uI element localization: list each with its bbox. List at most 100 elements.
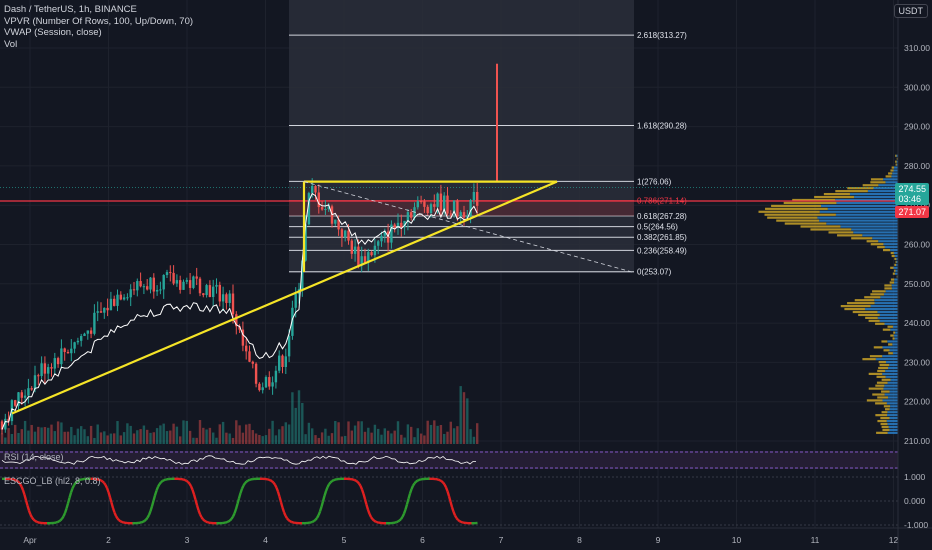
vpvr-legend[interactable]: VPVR (Number Of Rows, 100, Up/Down, 70) bbox=[4, 15, 194, 27]
osc-segment bbox=[281, 507, 286, 513]
volume-bar bbox=[4, 437, 7, 444]
candle-body bbox=[129, 289, 132, 298]
candle-body bbox=[30, 388, 33, 390]
osc-segment bbox=[444, 486, 449, 492]
volume-bar bbox=[202, 427, 205, 444]
candle-body bbox=[221, 294, 225, 302]
osc-segment bbox=[74, 480, 78, 484]
volume-bar bbox=[462, 392, 466, 444]
osc-segment bbox=[69, 487, 74, 494]
vp-row-up bbox=[891, 284, 898, 287]
escgo-legend[interactable]: ESCGO_LB (hl2, 8, 0.8) bbox=[4, 476, 101, 486]
osc-segment bbox=[416, 478, 420, 482]
vp-row-down bbox=[870, 243, 884, 246]
candle-body bbox=[218, 284, 221, 302]
volume-bar bbox=[466, 398, 469, 444]
symbol-title[interactable]: Dash / TetherUS, 1h, BINANCE bbox=[4, 4, 137, 15]
price-tick: 260.00 bbox=[904, 240, 930, 250]
volume-bar bbox=[63, 431, 66, 444]
osc-segment bbox=[100, 479, 104, 483]
vol-legend[interactable]: Vol bbox=[4, 38, 18, 50]
osc-segment bbox=[353, 478, 357, 482]
volume-bar bbox=[396, 421, 400, 444]
osc-segment bbox=[150, 500, 155, 507]
vp-row-down bbox=[880, 422, 888, 426]
volume-bar bbox=[268, 428, 271, 444]
candle-body bbox=[0, 421, 4, 430]
vp-row-down bbox=[870, 181, 886, 184]
candle-body bbox=[89, 330, 93, 334]
vp-row-down bbox=[868, 387, 884, 390]
time-tick: 12 bbox=[889, 535, 899, 545]
candle-body bbox=[7, 418, 10, 422]
vp-row-up bbox=[883, 387, 898, 390]
candle-body bbox=[113, 298, 116, 306]
volume-bar bbox=[439, 424, 443, 444]
volume-bar bbox=[327, 435, 330, 444]
vp-row-down bbox=[888, 172, 893, 175]
osc-segment bbox=[145, 517, 149, 521]
volume-bar bbox=[20, 429, 23, 444]
osc-segment bbox=[447, 495, 452, 502]
vp-row-down bbox=[873, 346, 883, 349]
vp-row-down bbox=[883, 405, 891, 408]
volume-bar bbox=[380, 434, 383, 444]
vp-row-down bbox=[858, 313, 880, 317]
candle-body bbox=[301, 260, 304, 290]
osc-segment bbox=[278, 496, 283, 503]
vp-row-down bbox=[891, 166, 894, 169]
candle-body bbox=[271, 382, 274, 387]
candle-body bbox=[159, 289, 162, 291]
volume-bar bbox=[37, 426, 40, 444]
vp-row-down bbox=[847, 302, 875, 305]
vp-row-down bbox=[876, 375, 886, 378]
vp-row-down bbox=[877, 246, 885, 249]
vp-row-down bbox=[884, 287, 892, 290]
candle-body bbox=[56, 358, 60, 365]
rsi-legend[interactable]: RSI (14, close) bbox=[4, 452, 64, 462]
vp-row-down bbox=[878, 361, 886, 364]
volume-bar bbox=[60, 422, 63, 444]
candle-body bbox=[241, 329, 245, 346]
candle-body bbox=[126, 297, 129, 299]
vwap-legend[interactable]: VWAP (Session, close) bbox=[4, 27, 102, 38]
time-tick: 11 bbox=[811, 535, 820, 545]
vp-row-down bbox=[877, 396, 889, 399]
vp-row-down bbox=[892, 272, 895, 275]
fib-band bbox=[289, 200, 634, 216]
candle-body bbox=[106, 307, 109, 311]
vp-row-down bbox=[894, 269, 896, 272]
volume-bar bbox=[429, 424, 433, 444]
candle-body bbox=[70, 348, 73, 354]
volume-bar bbox=[294, 407, 297, 444]
vp-row-down bbox=[896, 275, 898, 278]
candle-body bbox=[443, 195, 446, 211]
vp-row-up bbox=[884, 322, 898, 325]
volume-bar bbox=[188, 430, 192, 444]
osc-segment bbox=[188, 483, 193, 487]
vp-row-down bbox=[881, 390, 890, 393]
time-tick: 9 bbox=[656, 535, 661, 545]
osc-segment bbox=[405, 498, 410, 505]
vp-row-up bbox=[819, 210, 898, 213]
vp-row-down bbox=[792, 198, 836, 202]
vp-row-up bbox=[891, 287, 898, 290]
currency-button[interactable]: USDT bbox=[893, 4, 928, 18]
candle-body bbox=[436, 193, 439, 207]
candle-body bbox=[350, 240, 353, 254]
candle-body bbox=[324, 209, 327, 211]
vp-row-up bbox=[893, 251, 898, 255]
volume-bar bbox=[413, 437, 416, 444]
osc-segment bbox=[153, 490, 158, 496]
volume-bar bbox=[314, 435, 317, 444]
osc-segment bbox=[446, 490, 451, 497]
volume-bar bbox=[0, 433, 4, 444]
candle-body bbox=[439, 193, 443, 211]
osc-segment bbox=[268, 478, 271, 482]
osc-segment bbox=[452, 511, 457, 516]
candle-body bbox=[344, 230, 347, 238]
volume-bar bbox=[367, 427, 370, 444]
candle-body bbox=[169, 272, 172, 274]
candle-body bbox=[40, 363, 43, 377]
